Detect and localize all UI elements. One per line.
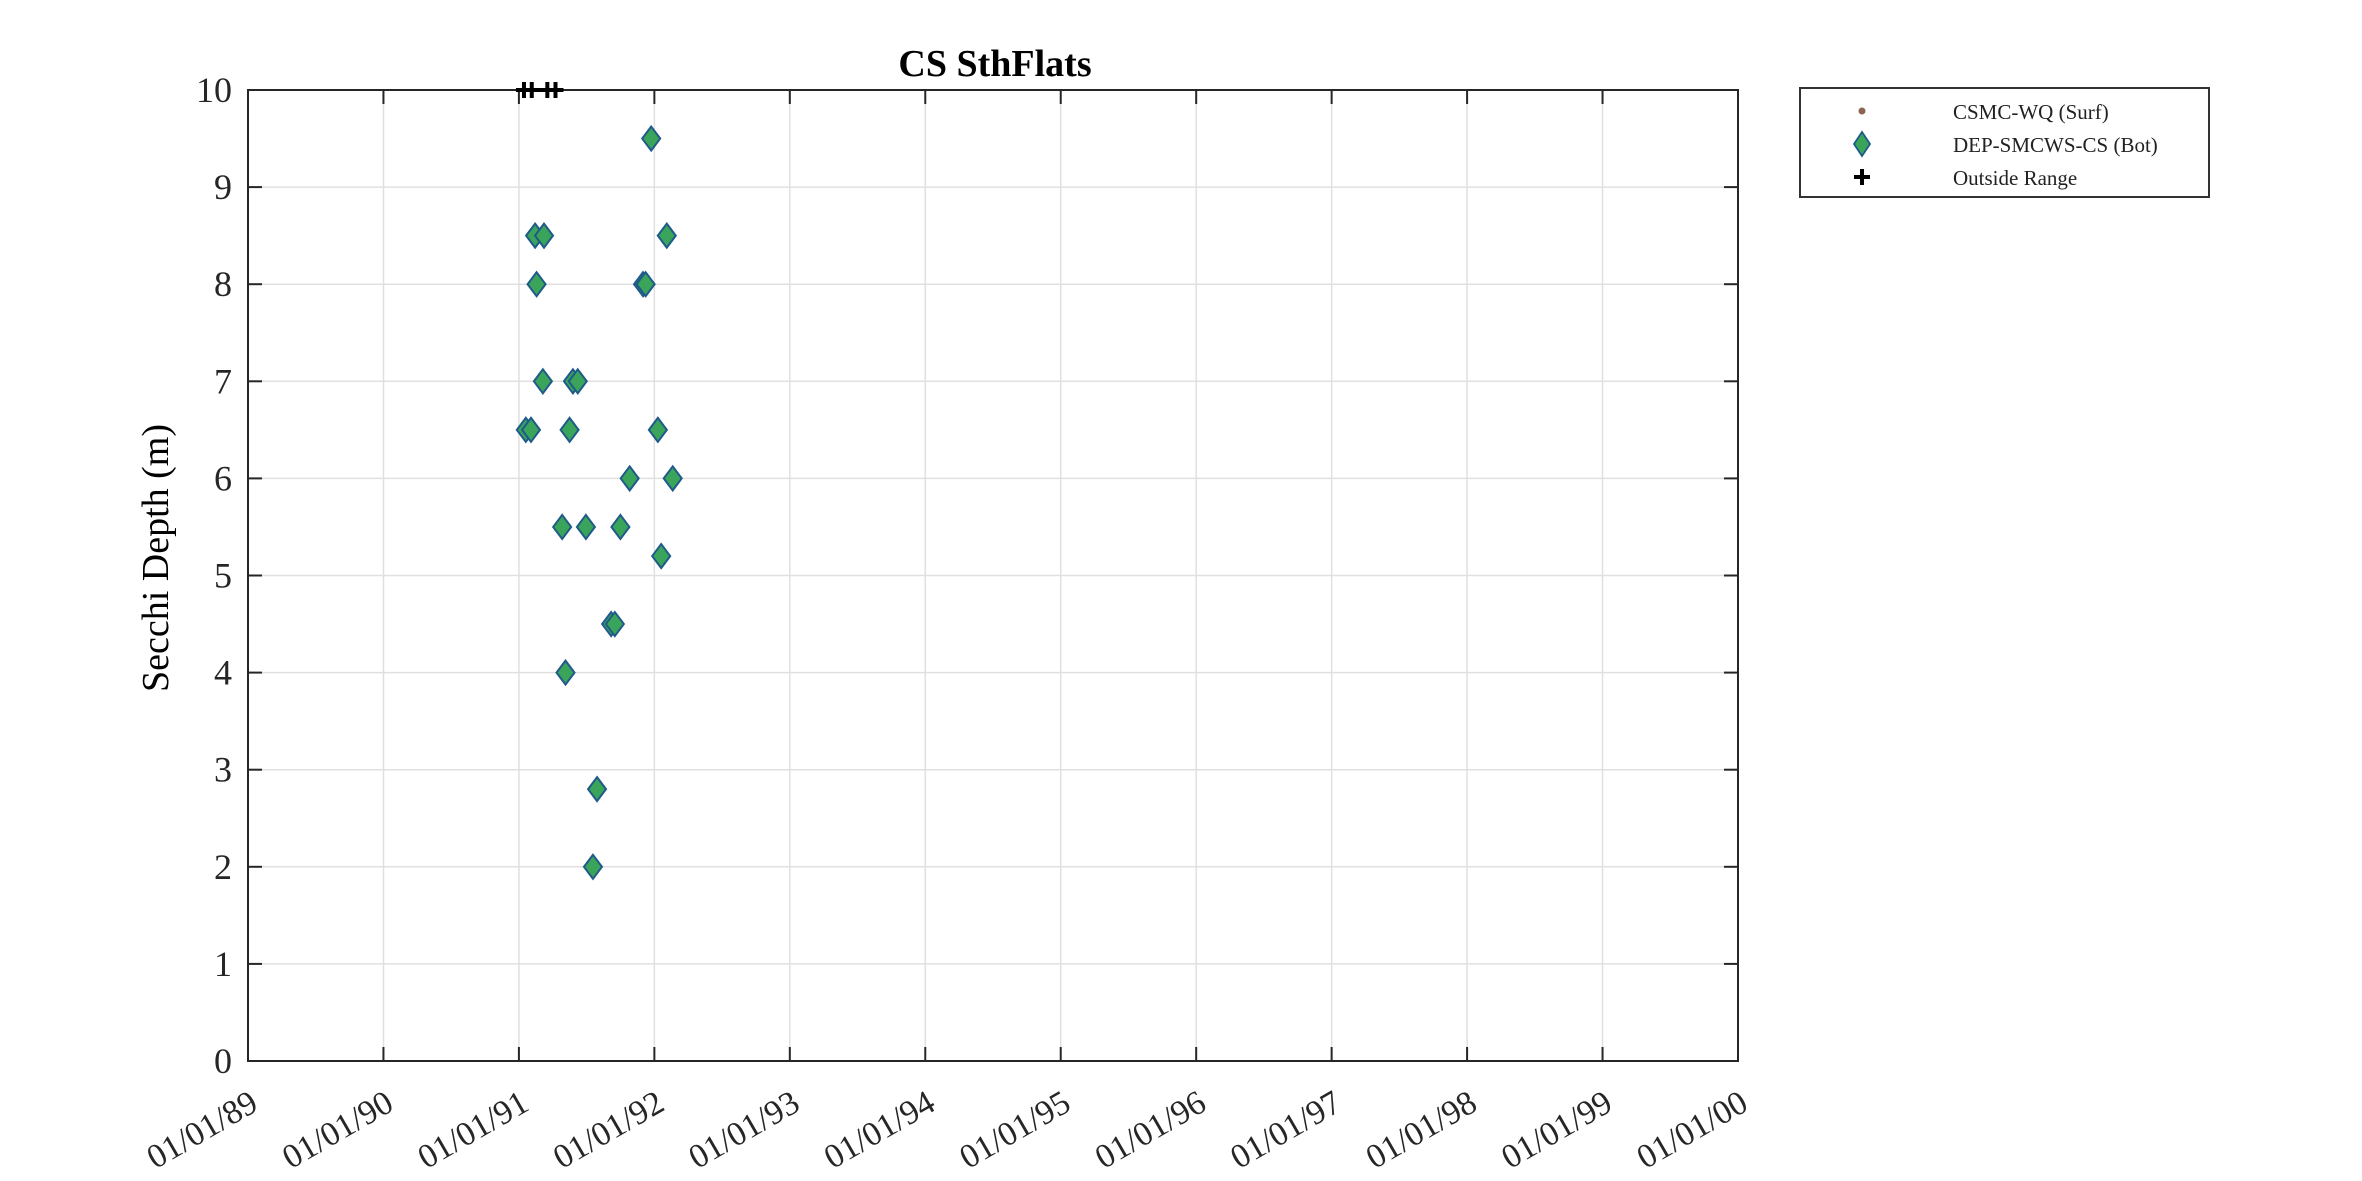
x-tick-label: 01/01/89 [141, 1084, 264, 1176]
data-point-plus [547, 82, 564, 98]
data-point-plus [523, 82, 540, 98]
data-point-diamond [610, 513, 631, 541]
legend-label: CSMC-WQ (Surf) [1953, 100, 2109, 124]
data-point-diamond [551, 513, 573, 541]
data-point-diamond [647, 416, 669, 444]
x-tick-label: 01/01/00 [1631, 1084, 1754, 1176]
y-axis-label: Secchi Depth (m) [135, 424, 177, 692]
x-tick-label: 01/01/98 [1360, 1084, 1483, 1176]
data-point-diamond [650, 542, 672, 570]
chart-legend: CSMC-WQ (Surf) DEP-SMCWS-CS (Bot) Outsid… [1799, 87, 2210, 198]
y-tick-label: 2 [214, 847, 232, 887]
points-layer [515, 82, 683, 881]
legend-plus-marker-icon [1854, 169, 1870, 185]
data-point-diamond [604, 610, 626, 638]
y-tick-label: 4 [214, 653, 232, 693]
y-tick-label: 8 [214, 264, 232, 304]
legend-label: Outside Range [1953, 166, 2078, 190]
chart-title: CS SthFlats [898, 43, 1091, 85]
data-point-diamond [532, 367, 554, 395]
y-tick-label: 7 [214, 361, 232, 401]
data-point-diamond [619, 464, 640, 493]
data-point-diamond [582, 853, 604, 881]
y-tick-label: 5 [214, 556, 232, 596]
data-point-diamond [533, 221, 555, 250]
data-point-diamond [635, 270, 656, 298]
data-point-diamond [555, 658, 576, 687]
data-point-diamond [520, 416, 542, 444]
x-tick-label: 01/01/90 [276, 1084, 399, 1176]
axes-layer [247, 89, 1739, 1062]
grid-layer [248, 90, 1738, 1061]
data-point-diamond [559, 416, 580, 444]
legend-item-dep-smcws-cs: DEP-SMCWS-CS (Bot) [1801, 127, 2208, 161]
x-tick-label: 01/01/91 [412, 1084, 535, 1176]
x-tick-label: 01/01/97 [1224, 1084, 1347, 1176]
x-tick-label: 01/01/94 [818, 1084, 941, 1176]
legend-item-outside-range: Outside Range [1801, 160, 2208, 194]
y-tick-label: 9 [214, 167, 232, 207]
x-tick-label: 01/01/92 [547, 1084, 670, 1176]
data-point-diamond [656, 221, 678, 250]
data-point-diamond [567, 367, 589, 395]
legend-diamond-marker-icon [1852, 130, 1872, 158]
x-tick-label: 01/01/99 [1495, 1084, 1618, 1176]
y-tick-label: 10 [196, 70, 232, 110]
data-point-diamond [662, 464, 683, 493]
legend-item-csmc-wq: CSMC-WQ (Surf) [1801, 94, 2208, 128]
x-tick-label: 01/01/95 [954, 1084, 1077, 1176]
data-point-diamond [575, 513, 597, 541]
x-tick-label: 01/01/96 [1089, 1084, 1212, 1176]
y-tick-label: 3 [214, 750, 232, 790]
x-tick-label: 01/01/93 [683, 1084, 806, 1176]
y-tick-label: 1 [214, 944, 232, 984]
data-point-diamond [586, 775, 608, 803]
legend-label: DEP-SMCWS-CS (Bot) [1953, 133, 2158, 157]
legend-dot-marker-icon [1858, 107, 1866, 115]
data-point-diamond [526, 270, 547, 298]
y-tick-label: 6 [214, 458, 232, 498]
data-point-diamond [640, 124, 662, 153]
y-tick-label: 0 [214, 1041, 232, 1081]
